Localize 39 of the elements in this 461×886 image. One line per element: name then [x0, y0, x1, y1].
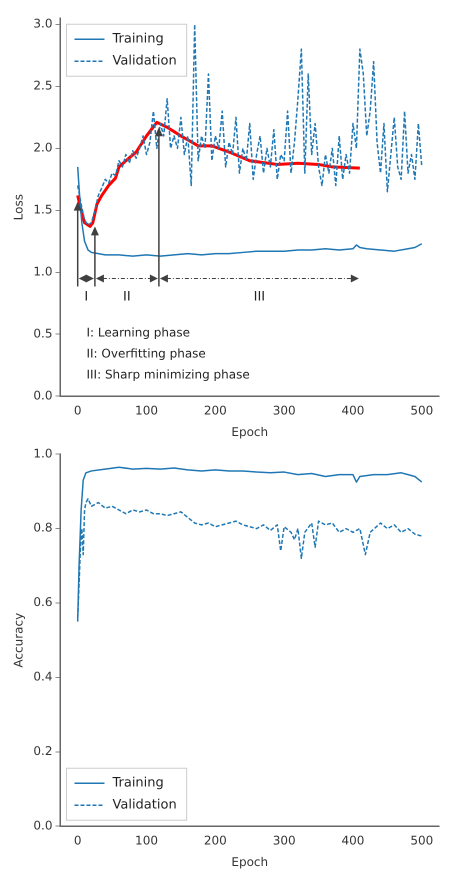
x-tick-label: 200: [204, 834, 227, 848]
y-axis-title: Accuracy: [11, 612, 26, 668]
x-axis-title: Epoch: [231, 854, 268, 869]
x-tick-label: 300: [272, 834, 296, 848]
y-tick-label: 1.5: [33, 202, 52, 216]
y-tick-label: 0.0: [33, 818, 52, 832]
y-tick-label: 0.8: [33, 520, 52, 535]
y-tick-label: 1.0: [33, 264, 52, 278]
x-tick-label: 500: [410, 834, 434, 848]
x-tick-label: 200: [204, 404, 227, 418]
x-tick-label: 300: [272, 404, 296, 418]
legend-label: Training: [111, 32, 164, 47]
x-axis-title: Epoch: [231, 424, 268, 439]
y-axis-title: Loss: [11, 194, 26, 220]
annotation: I: [84, 289, 88, 304]
x-tick-label: 0: [74, 834, 82, 848]
x-tick-label: 500: [410, 404, 434, 418]
legend-label: Validation: [112, 798, 177, 813]
annotation: III: [254, 289, 266, 304]
y-tick-label: 0.4: [33, 670, 52, 684]
y-tick-label: 1.0: [33, 446, 52, 460]
annotation: II: Overfitting phase: [86, 346, 206, 360]
y-tick-label: 2.0: [33, 140, 52, 154]
annotation: III: Sharp minimizing phase: [86, 367, 250, 382]
x-tick-label: 100: [135, 404, 158, 418]
y-tick-label: 2.5: [33, 78, 52, 92]
y-tick-label: 0.6: [33, 595, 52, 610]
y-tick-label: 3.0: [33, 16, 52, 31]
x-tick-label: 0: [74, 404, 82, 418]
x-tick-label: 400: [342, 834, 364, 848]
x-tick-label: 100: [135, 834, 158, 848]
legend-label: Validation: [112, 54, 177, 69]
annotation: I: Learning phase: [86, 325, 190, 340]
x-tick-label: 400: [342, 404, 364, 418]
y-tick-label: 0.0: [33, 388, 52, 402]
annotation: II: [123, 289, 131, 304]
y-tick-label: 0.2: [33, 744, 52, 758]
y-tick-label: 0.5: [33, 326, 52, 340]
legend-label: Training: [111, 776, 164, 791]
